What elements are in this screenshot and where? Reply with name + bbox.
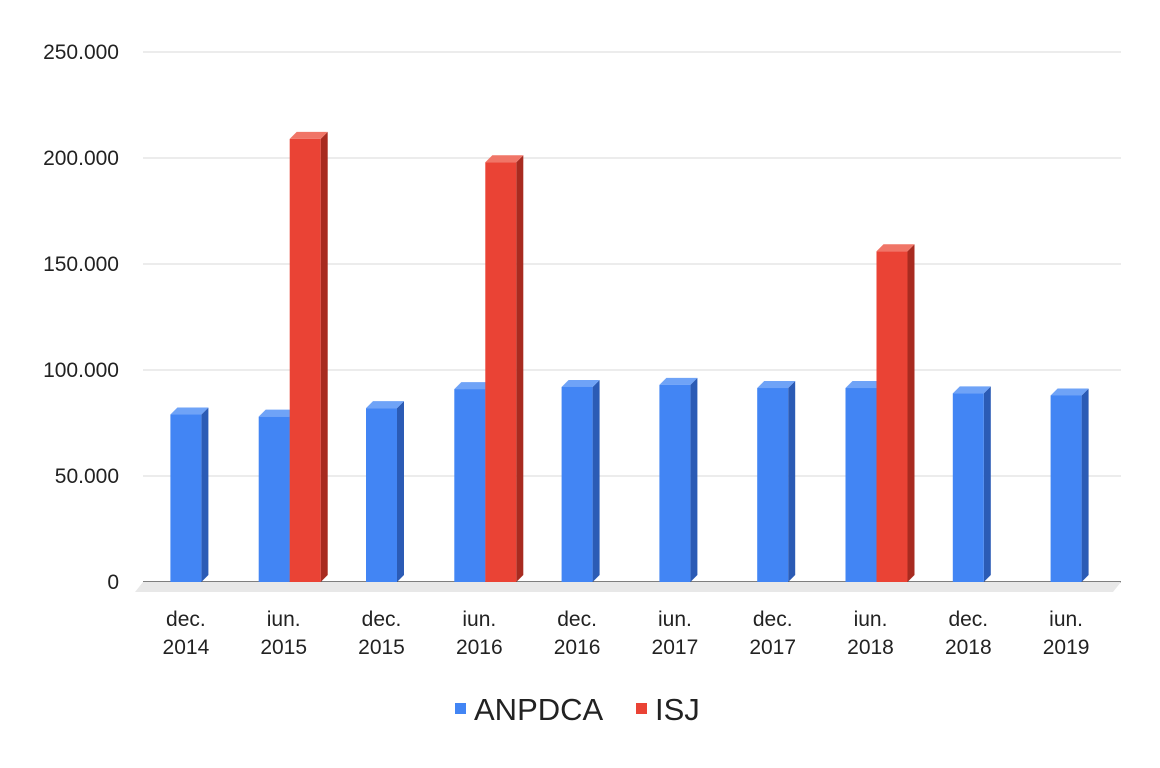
bar-anpdca-top [170,407,209,415]
bar-isj-top [289,131,328,139]
legend-label: ISJ [655,692,700,727]
bar-anpdca-front [757,388,789,582]
bar-anpdca-top [561,379,600,387]
x-tick-label: iun. 2016 [456,608,503,659]
y-tick-label: 0 [107,571,119,594]
bar-isj-side [320,131,328,583]
bar-anpdca-front [366,408,397,582]
bar-anpdca [561,379,600,582]
x-tick-label: iun. 2018 [847,608,894,659]
bar-isj-side [516,155,524,583]
bar-isj [289,131,328,583]
y-tick-label: 100.000 [43,359,119,382]
bar-anpdca-side [201,407,209,582]
y-axis-tick-labels: 0 50.000 100.000 150.000 200.000 250.000 [43,41,119,594]
bar-anpdca-side [1081,388,1089,582]
bar-anpdca-side [983,386,991,582]
bar-anpdca-front [454,389,486,582]
x-tick-label: dec. 2018 [945,608,992,659]
bar-anpdca-front [258,416,290,582]
y-tick-label: 50.000 [55,465,119,488]
bar-anpdca-side [592,379,600,582]
bar-anpdca [170,407,209,582]
bar-anpdca-front [845,388,877,582]
bar-anpdca-top [659,377,698,385]
bar-anpdca [366,401,404,582]
bar-anpdca-top [757,381,796,389]
legend-swatch [455,703,466,714]
bar-anpdca-front [1050,395,1082,582]
bar-isj [485,155,524,583]
x-tick-label: dec. 2015 [358,608,405,659]
bar-anpdca-front [952,393,984,582]
x-axis-tick-labels: dec. 2014 iun. 2015 dec. 2015 iun. 2016 dec. 2016… [163,608,1090,659]
floor-plane [135,582,1121,592]
legend-label: ANPDCA [474,692,604,727]
bars [170,131,1089,583]
bar-anpdca-side [690,377,698,582]
bar-anpdca-front [561,386,593,582]
bar-isj-front [289,138,321,583]
bar-anpdca-top [258,409,297,417]
bar-anpdca [258,409,297,582]
bar-anpdca-front [659,384,691,582]
legend: ANPDCA ISJ [455,692,700,727]
bar-anpdca-side [397,401,404,582]
bar-isj-front [876,251,908,582]
bar-isj-top [876,244,915,252]
x-tick-label: dec. 2014 [163,608,210,659]
bar-anpdca-front [170,414,202,582]
bar-isj-side [907,244,915,582]
x-tick-label: iun. 2019 [1043,608,1090,659]
bar-anpdca-top [952,386,991,394]
bar-anpdca [659,377,698,582]
y-tick-label: 250.000 [43,41,119,64]
bar-anpdca [757,381,796,582]
bar-anpdca [1050,388,1089,582]
bar-anpdca-side [788,381,796,582]
bar-isj-front [485,162,517,583]
bar-anpdca-top [1050,388,1089,396]
bar-anpdca-top [366,401,404,409]
bar-anpdca-top [454,382,493,390]
chart-floor [135,582,1121,592]
x-tick-label: iun. 2015 [260,608,307,659]
bar-isj-top [485,155,524,163]
y-tick-label: 200.000 [43,147,119,170]
bar-anpdca-top [845,381,884,389]
bar-anpdca [952,386,991,582]
x-tick-label: dec. 2017 [749,608,796,659]
legend-swatch [636,703,647,714]
x-tick-label: dec. 2016 [554,608,601,659]
y-tick-label: 150.000 [43,253,119,276]
bar-isj [876,244,915,582]
x-tick-label: iun. 2017 [652,608,699,659]
